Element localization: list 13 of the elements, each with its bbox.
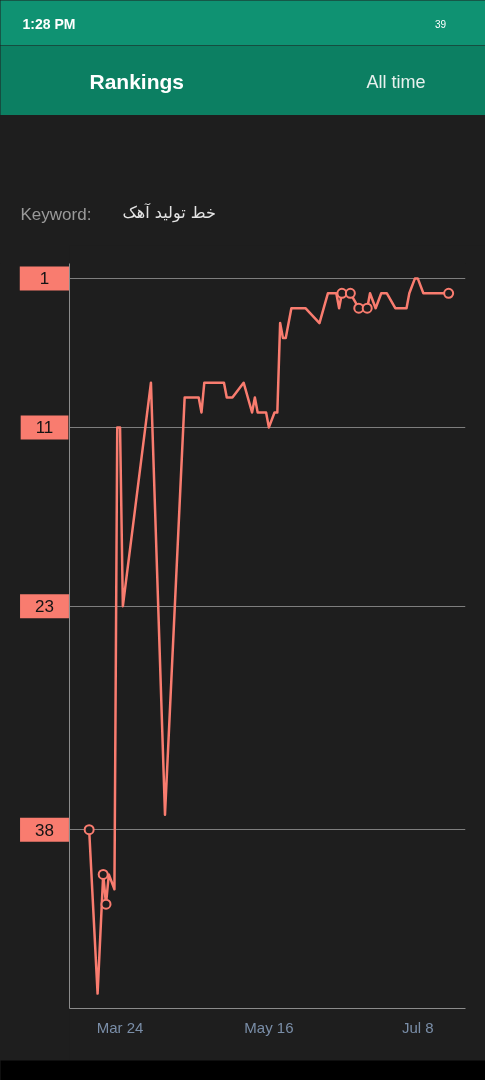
text: خط تولید آهک xyxy=(122,203,216,223)
x-tick-label: Jul 8 xyxy=(401,1018,434,1036)
y-tick-label: 38 xyxy=(35,820,54,840)
text: 39 xyxy=(434,18,447,30)
y-tick-label: 23 xyxy=(35,597,54,617)
text: 1:28 PM xyxy=(22,15,76,32)
y-tick-label: 11 xyxy=(35,418,54,438)
text: Keyword: xyxy=(20,205,92,224)
text: All time xyxy=(366,71,426,92)
x-tick-label: Mar 24 xyxy=(96,1018,144,1036)
chart-title: Rankings xyxy=(89,70,185,93)
y-tick-label: 1 xyxy=(39,269,50,289)
x-tick-label: May 16 xyxy=(244,1018,294,1036)
